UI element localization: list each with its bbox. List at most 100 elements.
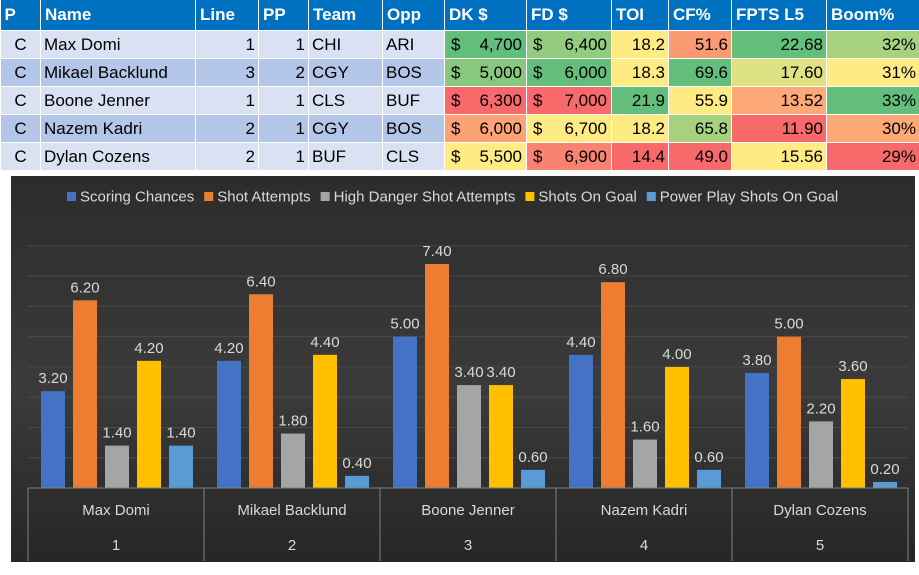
table-header-row: P Name Line PP Team Opp DK $ FD $ TOI CF… bbox=[0, 0, 919, 31]
cell-fpts[interactable]: 17.60 bbox=[731, 58, 827, 87]
table-row[interactable]: C Boone Jenner 1 1 CLS BUF $6,300 $7,000… bbox=[0, 86, 919, 115]
cell-team[interactable]: CGY bbox=[308, 58, 383, 87]
cell-line[interactable]: 3 bbox=[195, 58, 259, 87]
cell-cf[interactable]: 49.0 bbox=[668, 142, 732, 171]
cell-pp[interactable]: 2 bbox=[258, 58, 309, 87]
cell-dk-salary[interactable]: $5,000 bbox=[444, 58, 527, 87]
cell-fpts[interactable]: 13.52 bbox=[731, 86, 827, 115]
col-header-opp[interactable]: Opp bbox=[382, 0, 445, 31]
data-label: 4.20 bbox=[214, 340, 243, 357]
cell-cf[interactable]: 69.6 bbox=[668, 58, 732, 87]
bar bbox=[665, 366, 689, 488]
cell-dk-salary[interactable]: $4,700 bbox=[444, 30, 527, 59]
cell-toi[interactable]: 18.2 bbox=[611, 114, 669, 143]
cell-name[interactable]: Max Domi bbox=[40, 30, 196, 59]
col-header-fpts[interactable]: FPTS L5 bbox=[731, 0, 827, 31]
cell-dk-salary[interactable]: $5,500 bbox=[444, 142, 527, 171]
cell-position[interactable]: C bbox=[0, 114, 41, 143]
col-header-name[interactable]: Name bbox=[40, 0, 196, 31]
cell-position[interactable]: C bbox=[0, 58, 41, 87]
cell-dk-salary[interactable]: $6,300 bbox=[444, 86, 527, 115]
bar bbox=[137, 360, 161, 488]
data-label: 4.40 bbox=[566, 334, 595, 351]
cell-dk-salary[interactable]: $6,000 bbox=[444, 114, 527, 143]
cell-team[interactable]: CHI bbox=[308, 30, 383, 59]
category-label: Boone Jenner bbox=[421, 502, 514, 519]
data-label: 0.40 bbox=[342, 455, 371, 472]
bar bbox=[105, 445, 129, 488]
cell-line[interactable]: 2 bbox=[195, 142, 259, 171]
cell-fpts[interactable]: 22.68 bbox=[731, 30, 827, 59]
cell-opp[interactable]: CLS bbox=[382, 142, 445, 171]
cell-fd-salary[interactable]: $7,000 bbox=[526, 86, 612, 115]
cell-boom[interactable]: 32% bbox=[826, 30, 919, 59]
bar bbox=[873, 481, 897, 488]
cell-cf[interactable]: 51.6 bbox=[668, 30, 732, 59]
cell-toi[interactable]: 18.3 bbox=[611, 58, 669, 87]
cell-toi[interactable]: 21.9 bbox=[611, 86, 669, 115]
col-header-fd[interactable]: FD $ bbox=[526, 0, 612, 31]
cell-fd-salary[interactable]: $6,900 bbox=[526, 142, 612, 171]
col-header-dk[interactable]: DK $ bbox=[444, 0, 527, 31]
cell-name[interactable]: Dylan Cozens bbox=[40, 142, 196, 171]
cell-position[interactable]: C bbox=[0, 30, 41, 59]
cell-position[interactable]: C bbox=[0, 142, 41, 171]
cell-name[interactable]: Boone Jenner bbox=[40, 86, 196, 115]
cell-line[interactable]: 1 bbox=[195, 30, 259, 59]
table-row[interactable]: C Max Domi 1 1 CHI ARI $4,700 $6,400 18.… bbox=[0, 30, 919, 59]
category-index-label: 1 bbox=[112, 537, 120, 554]
cell-position[interactable]: C bbox=[0, 86, 41, 115]
data-label: 0.20 bbox=[870, 461, 899, 478]
cell-pp[interactable]: 1 bbox=[258, 86, 309, 115]
cell-opp[interactable]: BOS bbox=[382, 58, 445, 87]
cell-boom[interactable]: 31% bbox=[826, 58, 919, 87]
cell-cf[interactable]: 55.9 bbox=[668, 86, 732, 115]
cell-fpts[interactable]: 15.56 bbox=[731, 142, 827, 171]
cell-fd-salary[interactable]: $6,000 bbox=[526, 58, 612, 87]
col-header-cf[interactable]: CF% bbox=[668, 0, 732, 31]
cell-opp[interactable]: BUF bbox=[382, 86, 445, 115]
cell-name[interactable]: Mikael Backlund bbox=[40, 58, 196, 87]
col-header-boom[interactable]: Boom% bbox=[826, 0, 919, 31]
cell-fpts[interactable]: 11.90 bbox=[731, 114, 827, 143]
col-header-p[interactable]: P bbox=[0, 0, 41, 31]
cell-pp[interactable]: 1 bbox=[258, 114, 309, 143]
table-row[interactable]: C Mikael Backlund 3 2 CGY BOS $5,000 $6,… bbox=[0, 58, 919, 87]
cell-line[interactable]: 1 bbox=[195, 86, 259, 115]
data-label: 3.40 bbox=[486, 364, 515, 381]
col-header-toi[interactable]: TOI bbox=[611, 0, 669, 31]
bar bbox=[73, 300, 97, 488]
cell-toi[interactable]: 14.4 bbox=[611, 142, 669, 171]
cell-team[interactable]: BUF bbox=[308, 142, 383, 171]
cell-boom[interactable]: 29% bbox=[826, 142, 919, 171]
col-header-team[interactable]: Team bbox=[308, 0, 383, 31]
bar bbox=[345, 475, 369, 488]
bar bbox=[313, 354, 337, 488]
col-header-pp[interactable]: PP bbox=[258, 0, 309, 31]
cell-fd-salary[interactable]: $6,400 bbox=[526, 30, 612, 59]
cell-boom[interactable]: 33% bbox=[826, 86, 919, 115]
col-header-line[interactable]: Line bbox=[195, 0, 259, 31]
cell-opp[interactable]: BOS bbox=[382, 114, 445, 143]
cell-team[interactable]: CGY bbox=[308, 114, 383, 143]
bar bbox=[521, 469, 545, 488]
cell-cf[interactable]: 65.8 bbox=[668, 114, 732, 143]
cell-team[interactable]: CLS bbox=[308, 86, 383, 115]
cell-pp[interactable]: 1 bbox=[258, 30, 309, 59]
table-row[interactable]: C Nazem Kadri 2 1 CGY BOS $6,000 $6,700 … bbox=[0, 114, 919, 143]
player-stats-table: P Name Line PP Team Opp DK $ FD $ TOI CF… bbox=[0, 0, 919, 171]
cell-pp[interactable]: 1 bbox=[258, 142, 309, 171]
cell-line[interactable]: 2 bbox=[195, 114, 259, 143]
data-label: 7.40 bbox=[422, 243, 451, 260]
cell-name[interactable]: Nazem Kadri bbox=[40, 114, 196, 143]
table-row[interactable]: C Dylan Cozens 2 1 BUF CLS $5,500 $6,900… bbox=[0, 142, 919, 171]
cell-fd-salary[interactable]: $6,700 bbox=[526, 114, 612, 143]
data-label: 5.00 bbox=[390, 316, 419, 333]
cell-boom[interactable]: 30% bbox=[826, 114, 919, 143]
bar bbox=[745, 372, 769, 488]
cell-opp[interactable]: ARI bbox=[382, 30, 445, 59]
data-label: 1.80 bbox=[278, 413, 307, 430]
legend-swatch bbox=[67, 192, 76, 201]
cell-toi[interactable]: 18.2 bbox=[611, 30, 669, 59]
data-label: 6.20 bbox=[70, 279, 99, 296]
